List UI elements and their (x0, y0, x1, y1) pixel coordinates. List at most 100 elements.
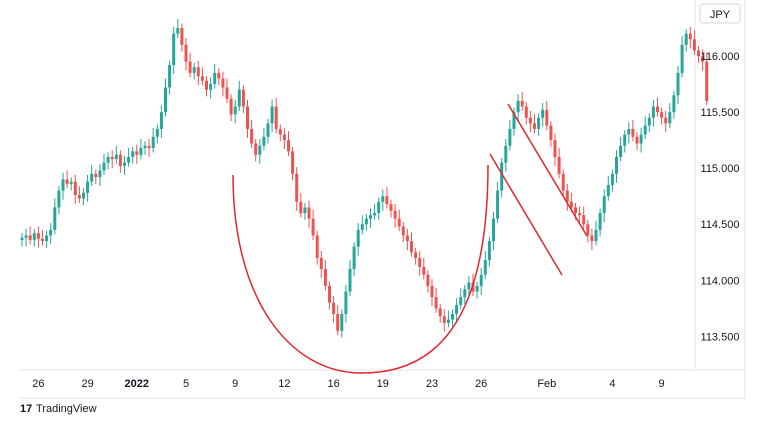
x-axis-labels: 26 29 2022 5 9 12 16 19 23 26 Feb 4 9 (32, 378, 664, 390)
candle (86, 174, 90, 202)
candle (82, 188, 85, 206)
candle (414, 247, 418, 265)
candle-body (508, 128, 512, 146)
candle (246, 99, 249, 138)
candle (586, 219, 590, 243)
candle (479, 267, 483, 295)
candle-body (582, 215, 586, 225)
candle (397, 209, 401, 231)
candle (274, 97, 278, 134)
candle-body (475, 285, 479, 292)
candle (594, 220, 598, 246)
candle (65, 170, 69, 189)
candle (692, 30, 696, 55)
tv-icon: 17 (20, 403, 32, 415)
candle-body (65, 179, 69, 184)
candle (549, 121, 553, 147)
candle-body (405, 235, 409, 242)
candle-body (131, 151, 135, 157)
candle (340, 309, 344, 338)
candle-body (369, 215, 372, 219)
candle (110, 150, 114, 169)
candle-body (651, 106, 655, 118)
candle (159, 105, 163, 138)
candle (705, 52, 709, 106)
candle (660, 107, 664, 125)
tradingview-logo[interactable]: 17 TradingView (20, 403, 97, 415)
candle (541, 103, 545, 127)
candle-body (73, 181, 77, 196)
candle (364, 214, 368, 231)
candle (311, 209, 315, 240)
candle-body (668, 112, 672, 124)
candle (45, 230, 49, 248)
candle-body (565, 190, 569, 202)
candle (205, 76, 208, 97)
candle (233, 99, 237, 124)
candle-body (561, 173, 565, 191)
candle (73, 174, 77, 205)
candle-body (45, 235, 49, 242)
candle-body (602, 196, 606, 214)
candle (168, 60, 172, 95)
candle-body (528, 117, 532, 124)
candle (250, 119, 254, 148)
candle-body (414, 252, 418, 258)
candle-body (364, 218, 368, 225)
candle (221, 71, 225, 97)
candle-body (200, 76, 204, 81)
candle-body (389, 204, 393, 211)
x-tick-label: 29 (81, 378, 93, 390)
candle (332, 296, 336, 323)
candle (606, 176, 610, 201)
candle (77, 186, 81, 203)
x-tick-label: 26 (32, 378, 44, 390)
candle (196, 60, 200, 86)
candle-body (688, 33, 692, 40)
candle (623, 130, 627, 153)
candle (344, 284, 348, 323)
currency-badge[interactable]: JPY (699, 3, 741, 24)
candle-body (410, 241, 413, 253)
candle (377, 197, 381, 220)
candle (151, 127, 155, 153)
candle (237, 80, 241, 111)
candle-body (352, 246, 356, 270)
brand-name: TradingView (36, 403, 97, 415)
x-tick-label: 9 (659, 378, 665, 390)
candle-body (291, 151, 295, 174)
candle-body (692, 39, 696, 51)
candle (639, 127, 643, 153)
candle-body (86, 181, 90, 193)
candle (188, 52, 192, 78)
candle-body (557, 156, 561, 174)
candle (512, 107, 516, 136)
candle-body (533, 123, 536, 129)
candle (143, 141, 147, 155)
candle-body (287, 140, 290, 152)
candle-body (356, 229, 360, 247)
candle-body (479, 274, 483, 286)
candle-body (32, 233, 36, 240)
candle (426, 270, 430, 293)
candle (282, 127, 286, 150)
cup-annotation-curve (232, 164, 489, 374)
candle (627, 122, 631, 144)
candles-group (20, 19, 709, 338)
candle (451, 309, 454, 327)
candle (508, 119, 512, 151)
candle (701, 49, 705, 71)
candle (385, 187, 389, 209)
candle-body (504, 145, 508, 163)
candle (524, 102, 528, 125)
candle-body (463, 289, 467, 298)
x-tick-label: 26 (475, 378, 487, 390)
candle-body (500, 162, 504, 191)
candle-body (701, 56, 705, 62)
candle (303, 202, 307, 220)
candle (262, 127, 266, 151)
candle-body (332, 302, 336, 314)
candle (213, 63, 217, 89)
